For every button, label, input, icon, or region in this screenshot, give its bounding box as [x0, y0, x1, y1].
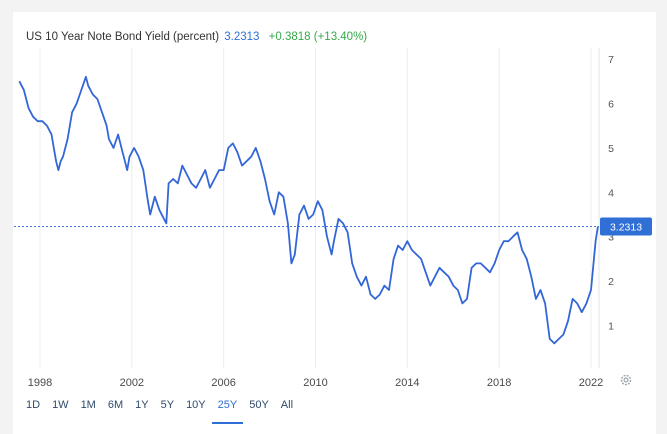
y-tick-label: 4	[608, 187, 614, 199]
page-frame-top	[0, 0, 667, 12]
page-frame-right	[656, 0, 667, 434]
y-tick-label: 2	[608, 276, 614, 288]
tab-all[interactable]: All	[280, 399, 294, 411]
y-tick-label: 1	[608, 321, 614, 333]
gear-icon[interactable]	[619, 373, 633, 387]
last-value-badge: 3.2313	[600, 217, 652, 236]
x-tick-label: 2010	[303, 377, 327, 389]
timeframe-tabs: 1D 1W 1M 6M 1Y 5Y 10Y 25Y 50Y All	[20, 396, 299, 424]
tab-5y[interactable]: 5Y	[160, 399, 175, 411]
x-tick-label: 2006	[211, 377, 235, 389]
tab-50y[interactable]: 50Y	[249, 399, 269, 411]
series-line	[18, 75, 599, 345]
y-tick-label: 3	[608, 232, 614, 244]
y-tick-label: 5	[608, 143, 614, 155]
last-value-badge-bg	[600, 217, 652, 236]
tab-25y[interactable]: 25Y	[211, 396, 244, 424]
x-tick-label: 2002	[120, 377, 144, 389]
grid-lines	[39, 48, 600, 368]
tab-1y[interactable]: 1Y	[135, 399, 149, 411]
tab-1w[interactable]: 1W	[52, 399, 69, 411]
tab-1d[interactable]: 1D	[26, 399, 41, 411]
chart-title: US 10 Year Note Bond Yield (percent)	[26, 31, 220, 43]
y-tick-label: 7	[608, 54, 614, 66]
current-price: 3.2313	[224, 31, 260, 43]
tab-10y[interactable]: 10Y	[186, 399, 206, 411]
price-change: +0.3818 (+13.40%)	[268, 31, 368, 43]
tab-6m[interactable]: 6M	[107, 399, 124, 411]
x-tick-label: 1998	[28, 377, 52, 389]
axis-labels: 1998 2002 2006 2010 2014 2018 2022 1 2 3 4 5 6 7	[28, 54, 614, 389]
x-tick-label: 2022	[579, 377, 603, 389]
x-tick-label: 2018	[487, 377, 511, 389]
page-frame-left	[0, 0, 13, 434]
tab-1m[interactable]: 1M	[80, 399, 96, 411]
x-tick-label: 2014	[395, 377, 419, 389]
last-value-label: 3.2313	[610, 221, 642, 233]
chart-header: US 10 Year Note Bond Yield (percent) 3.2…	[26, 31, 367, 43]
y-tick-label: 6	[608, 98, 614, 110]
